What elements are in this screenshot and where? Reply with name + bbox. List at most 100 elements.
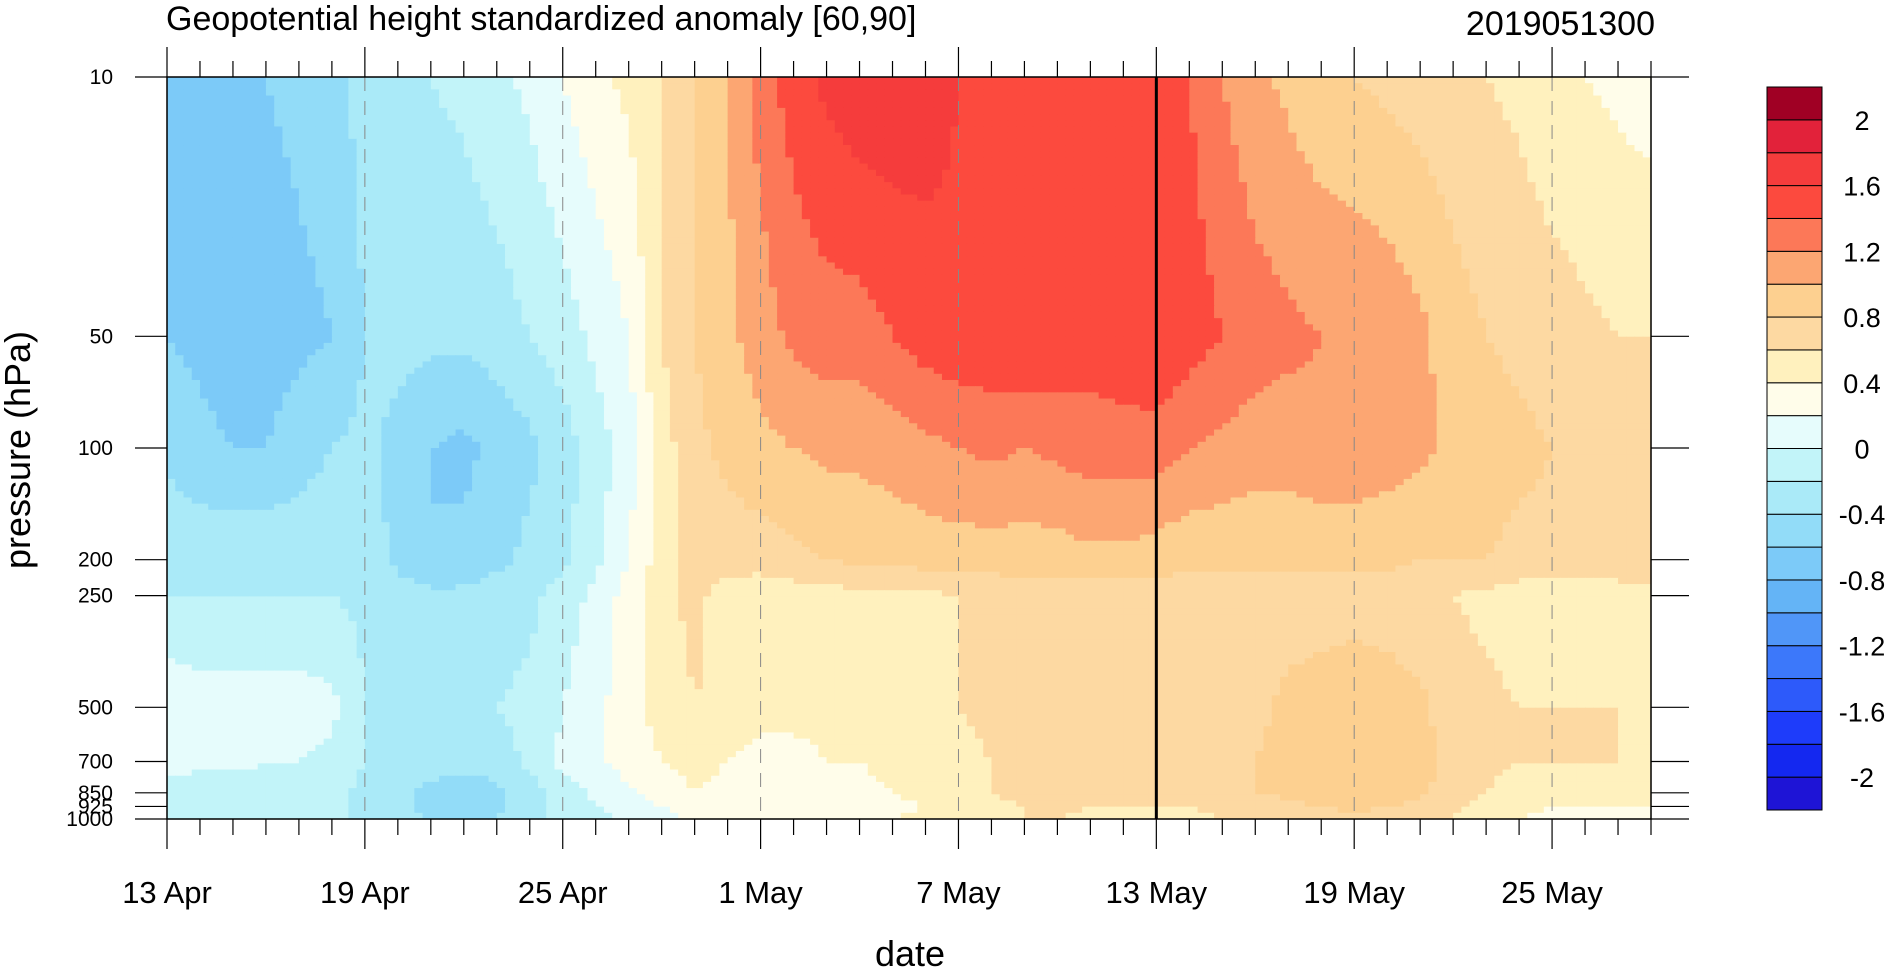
field-cell [901, 201, 910, 208]
field-cell [637, 77, 646, 84]
field-cell [917, 170, 926, 177]
field-cell [1272, 120, 1281, 127]
field-cell [348, 213, 357, 220]
field-cell [1231, 83, 1240, 90]
field-cell [505, 133, 514, 140]
field-cell [596, 77, 605, 84]
field-cell [1008, 194, 1017, 201]
field-cell [851, 244, 860, 251]
field-cell [1387, 207, 1396, 214]
field-cell [1503, 77, 1512, 84]
field-cell [604, 77, 613, 84]
field-cell [1577, 164, 1586, 171]
field-cell [373, 170, 382, 177]
field-cell [472, 102, 481, 109]
field-cell [1338, 157, 1347, 164]
field-cell [719, 194, 728, 201]
field-cell [1288, 77, 1297, 84]
field-cell [282, 133, 291, 140]
field-cell [629, 151, 638, 158]
field-cell [1305, 151, 1314, 158]
field-cell [942, 182, 951, 189]
field-cell [1569, 176, 1578, 183]
field-cell [324, 139, 333, 146]
field-cell [645, 244, 654, 251]
field-cell [522, 151, 531, 158]
field-cell [1181, 194, 1190, 201]
field-cell [991, 207, 1000, 214]
field-cell [414, 176, 423, 183]
field-cell [719, 126, 728, 133]
field-cell [513, 114, 522, 121]
field-cell [447, 96, 456, 103]
field-cell [1198, 244, 1207, 251]
field-cell [1635, 114, 1644, 121]
field-cell [1082, 232, 1091, 239]
field-cell [934, 145, 943, 152]
field-cell [942, 89, 951, 96]
field-cell [1635, 77, 1644, 84]
field-cell [884, 151, 893, 158]
field-cell [1231, 151, 1240, 158]
field-cell [216, 188, 225, 195]
field-cell [192, 151, 201, 158]
field-cell [967, 89, 976, 96]
field-cell [332, 232, 341, 239]
field-cell [431, 145, 440, 152]
field-cell [868, 83, 877, 90]
field-cell [1428, 157, 1437, 164]
field-cell [925, 145, 934, 152]
field-cell [1379, 139, 1388, 146]
field-cell [637, 83, 646, 90]
field-cell [431, 188, 440, 195]
field-cell [728, 201, 737, 208]
field-cell [357, 219, 366, 226]
field-cell [777, 238, 786, 245]
field-cell [835, 213, 844, 220]
field-cell [1610, 225, 1619, 232]
field-cell [1313, 238, 1322, 245]
field-cell [860, 108, 869, 115]
field-cell [1577, 207, 1586, 214]
field-cell [1494, 77, 1503, 84]
field-cell [1395, 96, 1404, 103]
field-cell [934, 232, 943, 239]
field-cell [439, 207, 448, 214]
field-cell [398, 194, 407, 201]
field-cell [554, 77, 563, 84]
field-cell [332, 238, 341, 245]
field-cell [1618, 170, 1627, 177]
field-cell [728, 114, 737, 121]
field-cell [1552, 120, 1561, 127]
field-cell [653, 83, 662, 90]
field-cell [546, 170, 555, 177]
field-cell [670, 145, 679, 152]
field-cell [489, 201, 498, 208]
field-cell [522, 77, 531, 84]
field-cell [1107, 108, 1116, 115]
field-cell [554, 83, 563, 90]
field-cell [1239, 89, 1248, 96]
field-cell [340, 151, 349, 158]
field-cell [1107, 114, 1116, 121]
field-cell [1255, 194, 1264, 201]
field-cell [1329, 176, 1338, 183]
field-cell [967, 145, 976, 152]
field-cell [324, 114, 333, 121]
field-cell [843, 77, 852, 84]
field-cell [1577, 201, 1586, 208]
field-cell [192, 194, 201, 201]
field-cell [200, 102, 209, 109]
field-cell [612, 232, 621, 239]
field-cell [522, 232, 531, 239]
field-cell [1404, 102, 1413, 109]
field-cell [1280, 102, 1289, 109]
field-cell [835, 102, 844, 109]
field-cell [629, 164, 638, 171]
field-cell [860, 238, 869, 245]
field-cell [1214, 244, 1223, 251]
field-cell [728, 96, 737, 103]
field-cell [357, 145, 366, 152]
field-cell [1173, 77, 1182, 84]
field-cell [942, 145, 951, 152]
